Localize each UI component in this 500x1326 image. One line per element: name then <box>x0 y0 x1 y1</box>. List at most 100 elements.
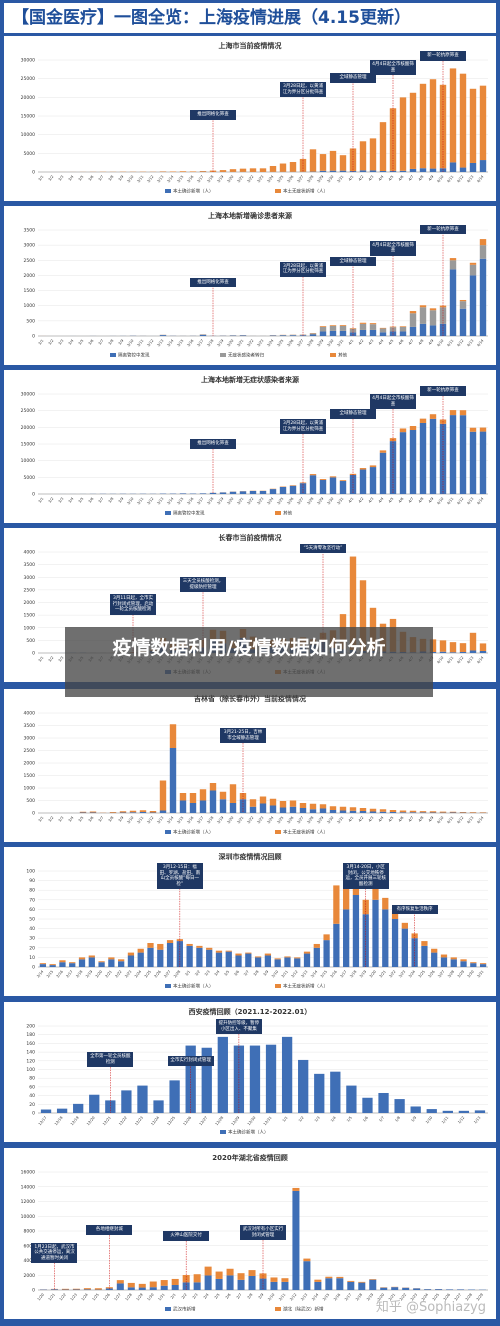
bar <box>391 919 399 967</box>
legend-swatch <box>220 1130 226 1134</box>
bar <box>199 171 207 172</box>
bar <box>460 959 467 962</box>
y-tick-label: 80 <box>29 1076 35 1082</box>
bar <box>139 810 147 812</box>
annotation: 3月28日起，以黄浦江为界分区分批筛查 <box>280 419 326 434</box>
x-tick-label: 1/28 <box>125 1292 134 1301</box>
x-tick-label: 3/3 <box>204 970 211 977</box>
x-tick-label: 4/2 <box>358 497 365 504</box>
bar <box>319 170 327 172</box>
annotation: 推出网格化筛查 <box>190 439 236 449</box>
x-tick-label: 4/14 <box>476 496 485 505</box>
bar <box>239 491 247 494</box>
bar <box>59 960 66 963</box>
legend-swatch <box>275 511 281 515</box>
x-tick-label: 1/9 <box>410 1115 417 1123</box>
overlay-title: 疫情数据利用/疫情数据如何分析 <box>65 627 433 697</box>
bar <box>235 953 242 956</box>
x-tick-label: 3/6 <box>88 338 95 346</box>
bar <box>339 326 347 331</box>
bar <box>429 811 437 813</box>
y-tick-label: 1500 <box>24 288 36 294</box>
x-tick-label: 3/27 <box>296 175 304 184</box>
x-tick-label: 3/29 <box>316 338 325 347</box>
legend-swatch <box>275 189 281 193</box>
x-tick-label: 3/1 <box>184 970 191 977</box>
bar <box>239 335 247 336</box>
x-tick-label: 4/2 <box>358 339 365 346</box>
bar <box>229 491 237 494</box>
bar <box>105 1100 116 1113</box>
chart-title: 深圳市疫情情况回顾 <box>219 852 282 861</box>
bar <box>459 415 467 494</box>
legend-swatch <box>330 353 336 357</box>
x-tick-label: 4/12 <box>456 816 464 825</box>
y-tick-label: 2500 <box>24 258 36 264</box>
x-tick-label: 3/26 <box>286 338 295 347</box>
x-tick-label: 3/19 <box>216 174 225 183</box>
x-tick-label: 3/3 <box>58 339 65 346</box>
bar <box>359 322 367 324</box>
bar <box>189 803 197 813</box>
x-tick-label: 3/1 <box>38 656 45 663</box>
x-tick-label: 3/14 <box>310 969 319 978</box>
bar <box>469 162 477 172</box>
bar <box>469 431 477 494</box>
y-tick-label: 500 <box>26 798 35 804</box>
x-tick-label: 4/14 <box>476 655 485 664</box>
x-tick-label: 3/5 <box>78 497 85 504</box>
bar <box>378 1092 389 1113</box>
bar <box>470 962 477 964</box>
bar <box>299 803 307 808</box>
bar <box>259 1278 267 1290</box>
x-tick-label: 3/15 <box>176 339 184 348</box>
x-tick-label: 2/25 <box>432 1293 440 1302</box>
y-tick-label: 50 <box>29 917 35 923</box>
bar <box>339 155 347 171</box>
bar <box>329 150 337 171</box>
bar <box>369 811 377 813</box>
bar <box>245 952 252 954</box>
bar <box>119 812 127 813</box>
x-tick-label: 4/1 <box>348 175 355 182</box>
bar <box>325 1278 333 1290</box>
bar <box>73 1103 84 1113</box>
bar <box>270 1277 278 1282</box>
bar <box>419 422 427 494</box>
annotation: 各地相继封城 <box>86 1225 133 1235</box>
x-tick-label: 12/27 <box>199 1116 209 1127</box>
y-tick-label: 20000 <box>21 425 35 431</box>
bar <box>419 323 427 336</box>
x-tick-label: 3/30 <box>467 969 476 978</box>
x-tick-label: 3/19 <box>216 338 225 347</box>
bar <box>460 961 467 967</box>
x-tick-label: 3/16 <box>186 338 195 347</box>
x-tick-label: 3/12 <box>146 175 154 184</box>
y-tick-label: 160 <box>26 1041 35 1047</box>
x-tick-label: 3/10 <box>126 815 135 824</box>
bar <box>379 328 387 333</box>
y-tick-label: 30 <box>29 936 35 942</box>
x-tick-label: 3/21 <box>236 497 244 506</box>
x-tick-label: 3/23 <box>398 970 406 979</box>
bar <box>429 325 437 336</box>
bar <box>269 489 277 494</box>
y-tick-label: 0 <box>32 965 35 971</box>
y-tick-label: 20 <box>29 945 35 951</box>
x-tick-label: 4/14 <box>476 174 485 183</box>
bar <box>346 1085 357 1113</box>
bar <box>409 311 417 314</box>
x-tick-label: 4/9 <box>428 496 435 504</box>
y-tick-label: 180 <box>26 1032 35 1038</box>
x-tick-label: 1/23 <box>70 1293 78 1302</box>
bar <box>323 934 330 941</box>
x-tick-label: 1/6 <box>362 1115 369 1123</box>
annotation: 新一轮抗原筛查 <box>420 224 466 235</box>
annotation: 4月4日起全市核酸筛查 <box>370 60 416 75</box>
panel <box>4 689 496 842</box>
x-tick-label: 3/24 <box>266 338 275 347</box>
bar <box>457 1289 465 1290</box>
x-tick-label: 3/30 <box>326 496 335 505</box>
x-tick-label: 3/9 <box>118 815 125 823</box>
bar <box>369 1279 377 1290</box>
